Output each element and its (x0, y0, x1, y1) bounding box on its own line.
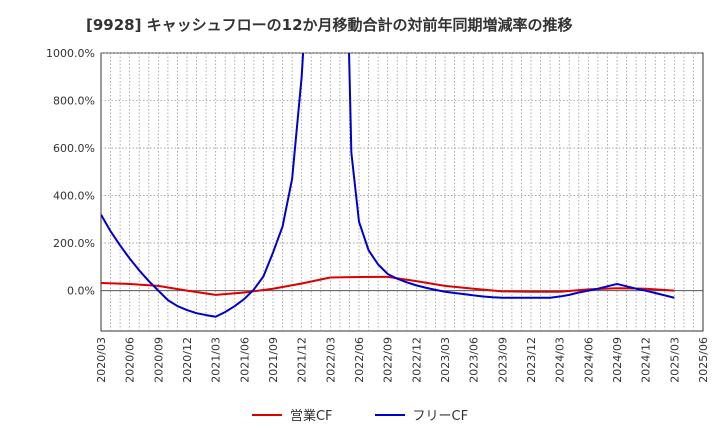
x-tick-label: 2022/12 (410, 337, 423, 383)
x-axis-ticks: 2020/03 2020/06 2020/09 2020/12 2021/03 2021/… (95, 337, 710, 383)
grid-horizontal (101, 52, 703, 292)
x-tick-label: 2021/03 (210, 337, 223, 383)
chart-title: [9928] キャッシュフローの12か月移動合計の対前年同期増減率の推移 (86, 16, 573, 34)
x-tick-label: 2023/03 (439, 337, 452, 383)
legend-item-operating-cf: 営業CF (251, 405, 333, 424)
x-tick-label: 2024/06 (582, 337, 595, 383)
x-tick-label: 2022/06 (353, 337, 366, 383)
series-line-operating-cf (101, 275, 675, 296)
legend-swatch-free-cf (374, 413, 405, 416)
x-tick-label: 2023/12 (525, 337, 538, 383)
series-line-free-cf (101, 53, 675, 318)
x-tick-label: 2020/09 (152, 337, 165, 383)
y-tick-label: 600.0% (53, 142, 95, 155)
x-tick-label: 2025/03 (668, 337, 681, 383)
x-tick-label: 2024/12 (640, 337, 653, 383)
x-tick-label: 2021/09 (267, 337, 280, 383)
y-tick-label: 1000.0% (46, 47, 95, 60)
x-tick-label: 2022/03 (324, 337, 337, 383)
y-tick-label: 200.0% (53, 237, 95, 250)
x-tick-label: 2023/06 (468, 337, 481, 383)
plot-area (100, 52, 704, 332)
x-tick-label: 2020/06 (124, 337, 137, 383)
x-tick-label: 2025/06 (697, 337, 710, 383)
x-tick-label: 2020/03 (95, 337, 108, 383)
legend-item-free-cf: フリーCF (374, 405, 469, 424)
x-tick-label: 2024/09 (611, 337, 624, 383)
y-tick-label: 0.0% (67, 285, 95, 298)
x-tick-label: 2024/03 (554, 337, 567, 383)
x-tick-label: 2021/12 (296, 337, 309, 383)
series-lines (101, 53, 675, 318)
y-tick-label: 400.0% (53, 190, 95, 203)
y-axis-ticks: 0.0% 200.0% 400.0% 600.0% 800.0% 1000.0% (46, 47, 95, 298)
x-tick-label: 2022/09 (382, 337, 395, 383)
legend-swatch-operating-cf (251, 413, 282, 416)
x-tick-label: 2020/12 (181, 337, 194, 383)
legend-label-free-cf: フリーCF (412, 409, 469, 424)
x-tick-label: 2023/09 (496, 337, 509, 383)
x-tick-label: 2021/06 (238, 337, 251, 383)
y-tick-label: 800.0% (53, 95, 95, 108)
legend: 営業CF フリーCF (0, 405, 720, 424)
legend-label-operating-cf: 営業CF (289, 409, 333, 424)
